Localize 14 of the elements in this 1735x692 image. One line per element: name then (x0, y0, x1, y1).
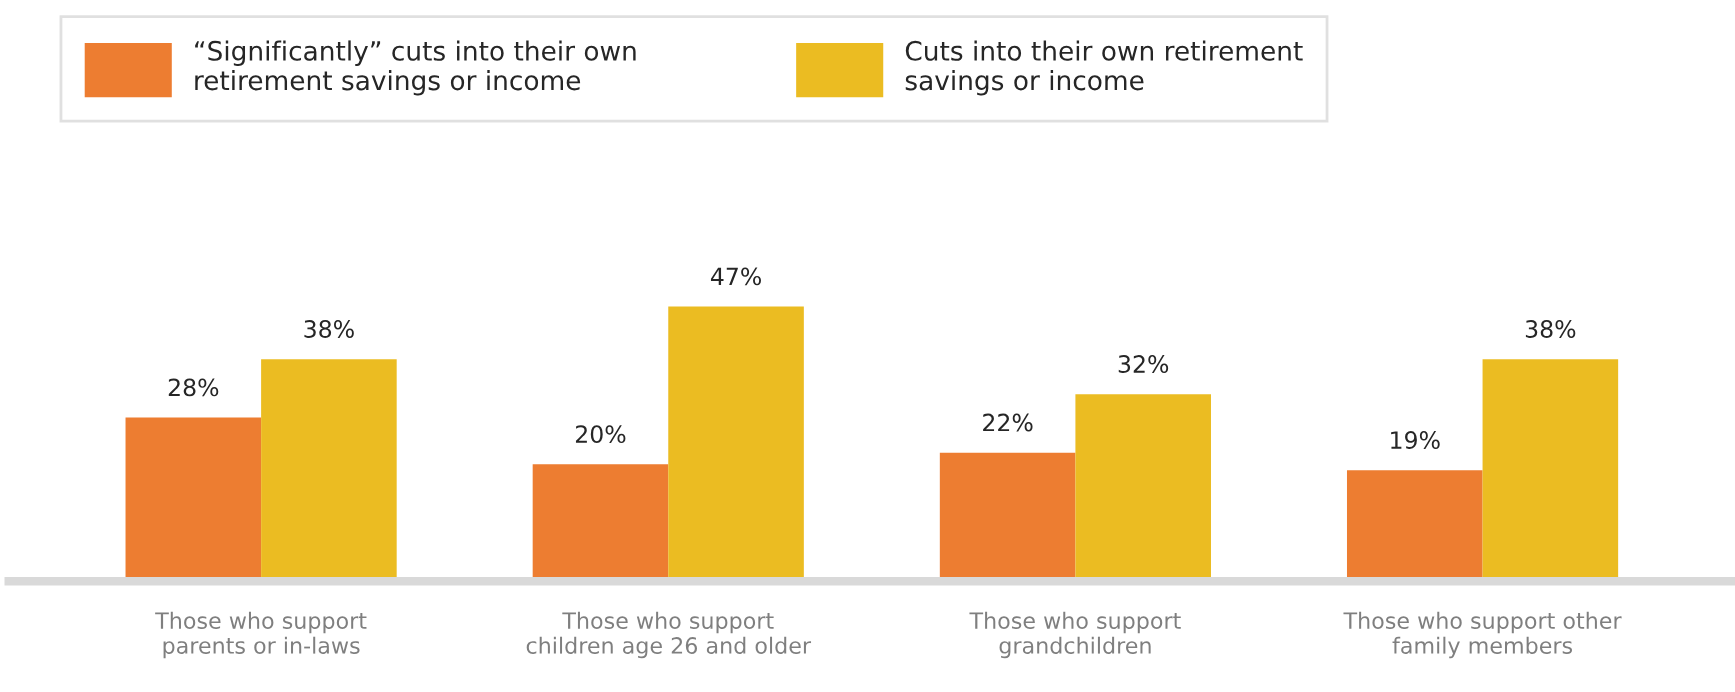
data-label: 20% (575, 425, 626, 444)
legend-label: “Significantly” cuts into their own retirement savings or income (195, 40, 636, 96)
data-label: 38% (1525, 320, 1576, 338)
data-label: 32% (1118, 355, 1169, 373)
x-tick-label: Those who support other family members (1343, 611, 1622, 659)
data-label: 19% (1391, 431, 1440, 449)
legend-label: Cuts into their own retirement savings or income (905, 40, 1303, 96)
data-label: 47% (710, 267, 761, 286)
x-tick-label: Those who support grandchildren (969, 611, 1181, 659)
data-label: 38% (304, 320, 354, 338)
x-tick-label: Those who support parents or in-laws (155, 611, 367, 659)
x-tick-label: Those who support children age 26 and older (526, 611, 812, 659)
data-label: 28% (168, 378, 219, 397)
data-label: 22% (983, 413, 1033, 432)
